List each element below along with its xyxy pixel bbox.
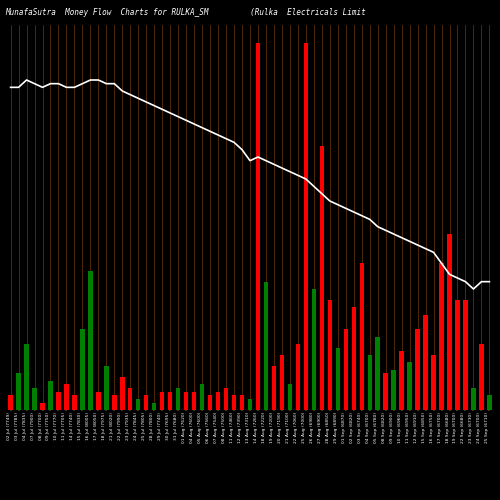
Bar (360, 264, 364, 410)
Bar (448, 234, 452, 410)
Bar (320, 146, 324, 410)
Bar (56, 392, 60, 410)
Bar (296, 344, 300, 410)
Bar (416, 330, 420, 410)
Bar (168, 392, 172, 410)
Bar (232, 396, 236, 410)
Bar (152, 402, 156, 410)
Bar (352, 308, 356, 410)
Bar (392, 370, 396, 410)
Bar (432, 355, 436, 410)
Bar (408, 362, 412, 410)
Text: MunafaSutra  Money Flow  Charts for RULKA_SM         (Rulka  Electricals Limit: MunafaSutra Money Flow Charts for RULKA_… (5, 8, 366, 18)
Bar (32, 388, 36, 410)
Bar (472, 388, 476, 410)
Bar (240, 396, 244, 410)
Bar (72, 396, 76, 410)
Bar (80, 330, 84, 410)
Bar (128, 388, 132, 410)
Bar (144, 396, 148, 410)
Bar (479, 344, 484, 410)
Bar (96, 392, 100, 410)
Bar (120, 377, 124, 410)
Bar (48, 380, 52, 410)
Bar (176, 388, 180, 410)
Bar (328, 300, 332, 410)
Bar (112, 396, 116, 410)
Bar (256, 44, 260, 410)
Bar (464, 300, 468, 410)
Bar (400, 352, 404, 410)
Bar (288, 384, 292, 410)
Bar (88, 270, 92, 410)
Bar (136, 399, 140, 410)
Bar (312, 289, 316, 410)
Bar (344, 330, 348, 410)
Bar (264, 282, 268, 410)
Bar (424, 314, 428, 410)
Bar (224, 388, 228, 410)
Bar (24, 344, 28, 410)
Bar (16, 374, 21, 410)
Bar (368, 355, 372, 410)
Bar (40, 402, 44, 410)
Bar (208, 396, 212, 410)
Bar (304, 44, 308, 410)
Bar (8, 396, 13, 410)
Bar (216, 392, 220, 410)
Bar (456, 300, 460, 410)
Bar (336, 348, 340, 410)
Bar (248, 399, 252, 410)
Bar (64, 384, 68, 410)
Bar (280, 355, 284, 410)
Bar (200, 384, 204, 410)
Bar (384, 374, 388, 410)
Bar (487, 396, 492, 410)
Bar (184, 392, 188, 410)
Bar (160, 392, 164, 410)
Bar (376, 336, 380, 410)
Bar (192, 392, 196, 410)
Bar (272, 366, 276, 410)
Bar (440, 264, 444, 410)
Bar (104, 366, 108, 410)
